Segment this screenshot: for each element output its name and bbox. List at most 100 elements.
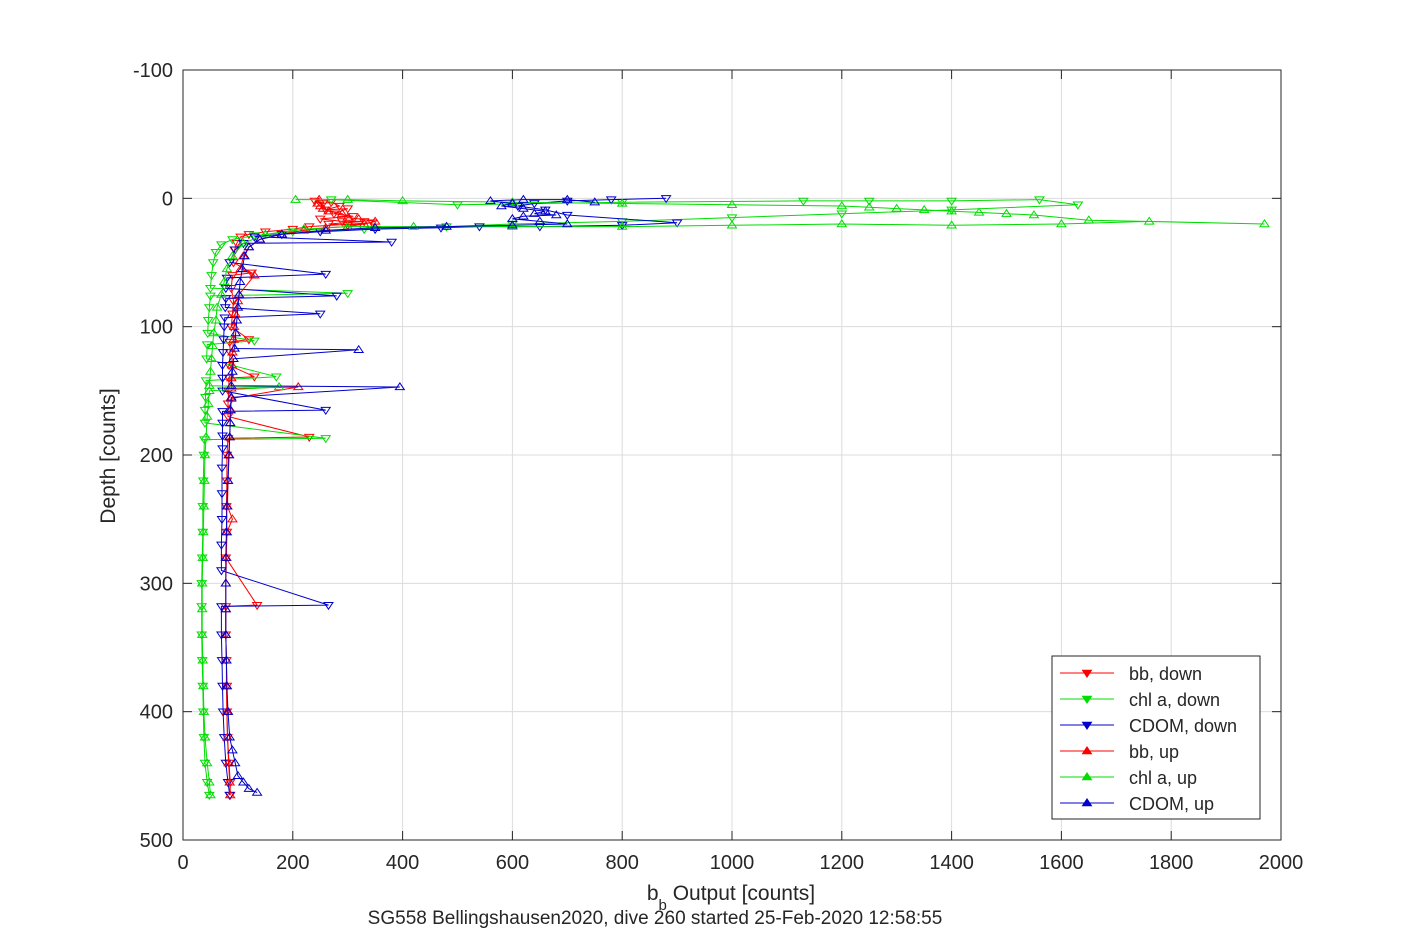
data-point bbox=[233, 289, 245, 298]
data-point bbox=[1143, 216, 1155, 225]
data-point bbox=[248, 270, 260, 279]
data-point bbox=[506, 198, 518, 207]
data-point bbox=[397, 195, 409, 205]
data-point bbox=[270, 373, 282, 382]
x-tick-label: 1800 bbox=[1149, 852, 1194, 874]
data-point bbox=[243, 242, 255, 251]
data-point bbox=[276, 229, 288, 238]
data-point bbox=[224, 417, 236, 427]
data-point bbox=[206, 272, 217, 281]
x-tick-label: 1200 bbox=[820, 852, 865, 874]
x-axis-label: bb Output [counts] bbox=[647, 882, 815, 914]
data-point bbox=[196, 604, 208, 613]
data-point bbox=[671, 219, 683, 228]
data-point bbox=[561, 197, 573, 206]
data-point bbox=[220, 578, 232, 587]
data-point bbox=[342, 205, 354, 214]
data-point bbox=[313, 194, 325, 203]
legend-marker bbox=[1081, 746, 1093, 755]
data-point bbox=[226, 514, 238, 523]
data-point bbox=[726, 214, 738, 223]
data-point bbox=[203, 385, 215, 395]
data-point bbox=[224, 777, 236, 786]
data-point bbox=[1001, 208, 1012, 217]
data-point bbox=[836, 219, 848, 228]
data-point bbox=[216, 490, 228, 499]
data-point bbox=[320, 225, 332, 234]
data-point bbox=[259, 229, 271, 238]
figure-title: SG558 Bellingshausen2020, dive 260 start… bbox=[368, 908, 943, 929]
data-point bbox=[217, 419, 228, 428]
data-point bbox=[231, 315, 243, 324]
data-point bbox=[334, 202, 345, 211]
legend-entry-label: CDOM, down bbox=[1129, 716, 1237, 736]
data-point bbox=[220, 629, 232, 638]
data-point bbox=[314, 310, 326, 319]
y-tick-label: 400 bbox=[140, 702, 173, 724]
series-line bbox=[201, 199, 1265, 796]
data-point bbox=[225, 383, 237, 392]
data-point bbox=[198, 706, 210, 715]
data-point bbox=[534, 216, 546, 225]
data-point bbox=[196, 578, 208, 587]
data-point bbox=[331, 292, 343, 301]
data-point bbox=[616, 198, 628, 207]
data-point bbox=[485, 195, 496, 205]
data-point bbox=[550, 210, 562, 219]
data-point bbox=[314, 215, 326, 224]
data-point bbox=[229, 343, 241, 352]
data-point bbox=[290, 194, 301, 203]
data-point bbox=[1028, 210, 1040, 219]
legend-entry-label: chl a, down bbox=[1129, 690, 1220, 710]
data-point bbox=[1034, 196, 1045, 205]
data-point bbox=[342, 290, 354, 299]
data-point bbox=[506, 213, 518, 223]
legend-box bbox=[1051, 655, 1261, 820]
data-point bbox=[918, 204, 930, 214]
legend: bb, down chl a, down CDOM, down bb, up chl a… bbox=[1051, 655, 1261, 820]
data-point bbox=[199, 450, 211, 459]
data-point bbox=[239, 251, 250, 260]
data-point bbox=[726, 220, 738, 229]
data-point bbox=[474, 223, 485, 232]
data-point bbox=[201, 758, 213, 767]
data-point bbox=[208, 328, 220, 337]
data-point bbox=[408, 221, 420, 230]
data-point bbox=[218, 276, 230, 285]
data-point bbox=[561, 194, 573, 203]
data-point bbox=[323, 206, 334, 215]
data-point bbox=[342, 194, 354, 203]
data-point bbox=[215, 289, 227, 298]
data-point bbox=[226, 745, 238, 754]
data-point bbox=[347, 213, 359, 222]
data-point bbox=[231, 240, 243, 249]
x-tick-label: 400 bbox=[386, 852, 419, 874]
data-point bbox=[836, 210, 848, 219]
data-point bbox=[254, 234, 266, 243]
data-point bbox=[205, 366, 216, 375]
data-point bbox=[206, 353, 217, 362]
data-point bbox=[220, 284, 232, 294]
data-point bbox=[309, 197, 321, 206]
legend-marker bbox=[1081, 772, 1093, 781]
data-point bbox=[797, 197, 809, 206]
data-point bbox=[561, 219, 573, 228]
data-point bbox=[197, 681, 209, 690]
data-point bbox=[203, 304, 215, 313]
data-point bbox=[259, 228, 271, 237]
data-point bbox=[221, 501, 233, 510]
data-point bbox=[197, 527, 209, 536]
data-point bbox=[215, 567, 227, 576]
data-point bbox=[221, 263, 233, 273]
data-point bbox=[237, 240, 249, 249]
data-point bbox=[528, 200, 540, 209]
data-point bbox=[303, 223, 315, 232]
data-point bbox=[230, 328, 242, 337]
data-point bbox=[232, 302, 244, 311]
data-point bbox=[202, 317, 214, 326]
data-point bbox=[1055, 219, 1067, 228]
data-point bbox=[215, 241, 227, 250]
data-point bbox=[328, 210, 340, 219]
x-tick-label: 1600 bbox=[1039, 852, 1084, 874]
data-point bbox=[1072, 201, 1084, 210]
